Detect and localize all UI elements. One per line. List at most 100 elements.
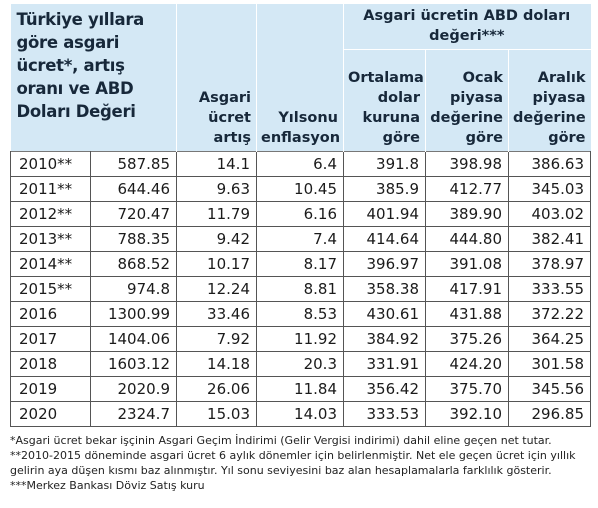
value-cell: 8.81: [256, 276, 344, 302]
wage-table: Türkiye yıllara göre asgari ücret*, artı…: [10, 4, 592, 427]
value-cell: 868.52: [90, 251, 177, 277]
table-row: 2019 2020.9 26.06 11.84 356.42 375.70 345.56: [10, 376, 592, 402]
value-cell: 7.92: [176, 326, 257, 352]
value-cell: 417.91: [425, 276, 509, 302]
value-cell: 403.02: [507, 201, 592, 227]
value-cell: 431.88: [425, 301, 509, 327]
value-cell: 345.03: [507, 176, 592, 202]
table-row: 2014** 868.52 10.17 8.17 396.97 391.08 378.97: [10, 251, 592, 277]
value-cell: 2020.9: [90, 376, 177, 402]
value-cell: 386.63: [507, 151, 592, 177]
column-header: Ortalama dolar kuruna göre: [343, 49, 426, 152]
value-cell: 33.46: [176, 301, 257, 327]
value-cell: 10.17: [176, 251, 257, 277]
column-header: Ocak piyasa değerine göre: [425, 49, 509, 152]
value-cell: 14.18: [176, 351, 257, 377]
value-cell: 389.90: [425, 201, 509, 227]
value-cell: 296.85: [507, 401, 592, 427]
year-cell: 2018: [10, 351, 91, 377]
year-cell: 2017: [10, 326, 91, 352]
value-cell: 6.16: [256, 201, 344, 227]
value-cell: 331.91: [343, 351, 426, 377]
value-cell: 14.03: [256, 401, 344, 427]
value-cell: 15.03: [176, 401, 257, 427]
year-cell: 2014**: [10, 251, 91, 277]
value-cell: 396.97: [343, 251, 426, 277]
year-cell: 2011**: [10, 176, 91, 202]
value-cell: 414.64: [343, 226, 426, 252]
value-cell: 333.53: [343, 401, 426, 427]
table-row: 2018 1603.12 14.18 20.3 331.91 424.20 301.58: [10, 351, 592, 377]
table-row: 2020 2324.7 15.03 14.03 333.53 392.10 296.85: [10, 401, 592, 427]
table-wrap: Türkiye yıllara göre asgari ücret*, artı…: [10, 4, 592, 493]
value-cell: 788.35: [90, 226, 177, 252]
value-cell: 720.47: [90, 201, 177, 227]
value-cell: 587.85: [90, 151, 177, 177]
year-cell: 2020: [10, 401, 91, 427]
column-header: Yılsonu enflasyon: [256, 4, 344, 152]
value-cell: 20.3: [256, 351, 344, 377]
value-cell: 391.8: [343, 151, 426, 177]
year-cell: 2010**: [10, 151, 91, 177]
value-cell: 1404.06: [90, 326, 177, 352]
year-cell: 2012**: [10, 201, 91, 227]
value-cell: 375.26: [425, 326, 509, 352]
table-title: Türkiye yıllara göre asgari ücret*, artı…: [10, 4, 177, 152]
value-cell: 11.84: [256, 376, 344, 402]
year-cell: 2013**: [10, 226, 91, 252]
value-cell: 345.56: [507, 376, 592, 402]
year-cell: 2015**: [10, 276, 91, 302]
value-cell: 391.08: [425, 251, 509, 277]
value-cell: 398.98: [425, 151, 509, 177]
footnote: *Asgari ücret bekar işçinin Asgari Geçim…: [10, 434, 552, 447]
footnote: **2010-2015 döneminde asgari ücret 6 ayl…: [10, 449, 576, 492]
value-cell: 401.94: [343, 201, 426, 227]
value-cell: 358.38: [343, 276, 426, 302]
table-row: 2010** 587.85 14.1 6.4 391.8 398.98 386.63: [10, 151, 592, 177]
value-cell: 11.79: [176, 201, 257, 227]
value-cell: 412.77: [425, 176, 509, 202]
value-cell: 12.24: [176, 276, 257, 302]
value-cell: 424.20: [425, 351, 509, 377]
value-cell: 974.8: [90, 276, 177, 302]
value-cell: 7.4: [256, 226, 344, 252]
value-cell: 372.22: [507, 301, 592, 327]
value-cell: 1603.12: [90, 351, 177, 377]
table-row: 2012** 720.47 11.79 6.16 401.94 389.90 403.02: [10, 201, 592, 227]
value-cell: 6.4: [256, 151, 344, 177]
table-row: 2016 1300.99 33.46 8.53 430.61 431.88 372.22: [10, 301, 592, 327]
value-cell: 364.25: [507, 326, 592, 352]
value-cell: 430.61: [343, 301, 426, 327]
value-cell: 8.17: [256, 251, 344, 277]
column-header: Aralık piyasa değerine göre: [507, 49, 591, 152]
year-cell: 2016: [10, 301, 91, 327]
table-row: 2013** 788.35 9.42 7.4 414.64 444.80 382.41: [10, 226, 592, 252]
value-cell: 8.53: [256, 301, 344, 327]
value-cell: 26.06: [176, 376, 257, 402]
year-cell: 2019: [10, 376, 91, 402]
value-cell: 10.45: [256, 176, 344, 202]
value-cell: 11.92: [256, 326, 344, 352]
value-cell: 375.70: [425, 376, 509, 402]
footnotes: *Asgari ücret bekar işçinin Asgari Geçim…: [10, 433, 590, 493]
value-cell: 644.46: [90, 176, 177, 202]
value-cell: 392.10: [425, 401, 509, 427]
value-cell: 14.1: [176, 151, 257, 177]
group-header: Asgari ücretin ABD doları değeri***: [342, 4, 591, 50]
value-cell: 1300.99: [90, 301, 177, 327]
value-cell: 444.80: [425, 226, 509, 252]
table-row: 2017 1404.06 7.92 11.92 384.92 375.26 364.25: [10, 326, 592, 352]
value-cell: 301.58: [507, 351, 592, 377]
value-cell: 2324.7: [90, 401, 177, 427]
value-cell: 382.41: [507, 226, 592, 252]
table-body: 2010** 587.85 14.1 6.4 391.8 398.98 386.63 2011…: [10, 151, 592, 427]
value-cell: 333.55: [507, 276, 592, 302]
value-cell: 378.97: [507, 251, 592, 277]
value-cell: 385.9: [343, 176, 426, 202]
column-header: Asgari ücret artış: [176, 4, 257, 152]
value-cell: 9.63: [176, 176, 257, 202]
value-cell: 384.92: [343, 326, 426, 352]
table-row: 2011** 644.46 9.63 10.45 385.9 412.77 345.03: [10, 176, 592, 202]
table-row: 2015** 974.8 12.24 8.81 358.38 417.91 333.55: [10, 276, 592, 302]
